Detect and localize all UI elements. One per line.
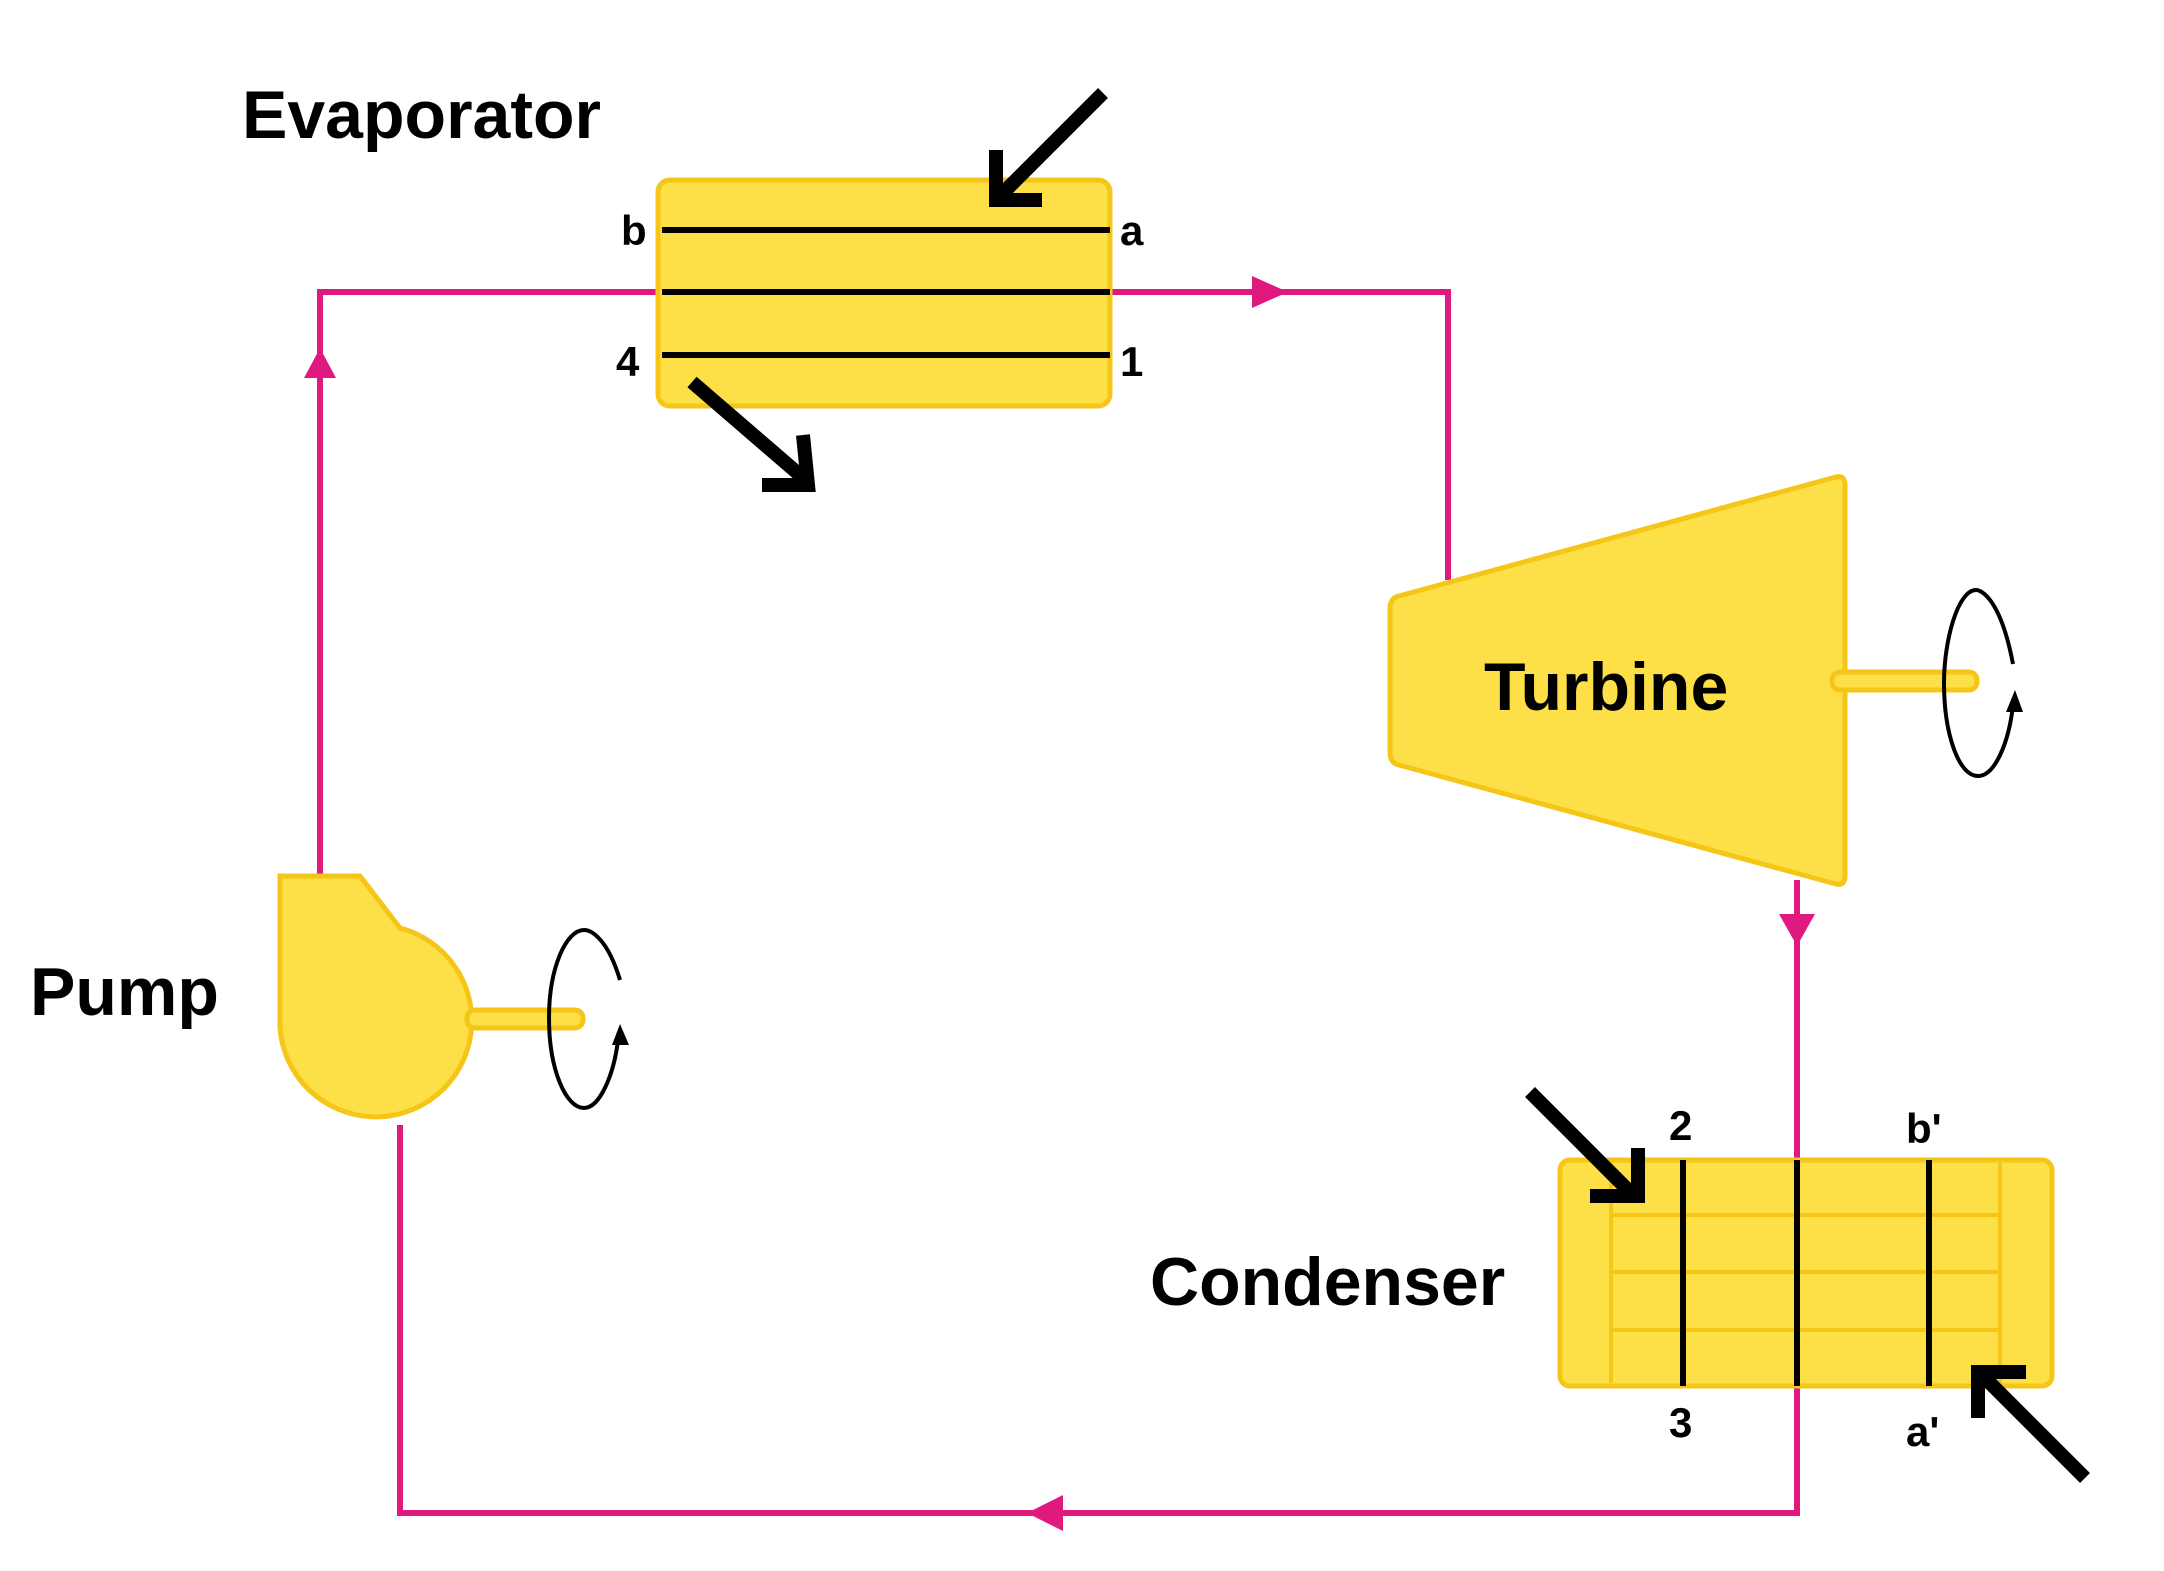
heat-in-arrow-icon: [989, 88, 1108, 207]
condenser: [1557, 1157, 2055, 1389]
state-point-a: a: [1120, 207, 1144, 254]
evaporator: [655, 177, 1113, 409]
state-point-3: 3: [1669, 1399, 1692, 1446]
state-point-2: 2: [1669, 1102, 1692, 1149]
pipe-evaporator-to-turbine: [1110, 289, 1451, 580]
pump-shaft: [464, 1007, 586, 1031]
pump-body: [277, 873, 475, 1120]
coolant-out-arrow-icon: [1971, 1365, 2090, 1483]
state-point-b-prime: b': [1906, 1105, 1942, 1152]
flow-arrow-right-icon: [1252, 276, 1288, 308]
state-point-a-prime: a': [1906, 1408, 1939, 1455]
flow-arrow-left-icon: [1027, 1495, 1063, 1531]
pump-rotation-icon: [546, 927, 629, 1111]
evaporator-label: Evaporator: [242, 77, 601, 153]
turbine-body: [1387, 474, 1848, 887]
condenser-label: Condenser: [1150, 1244, 1505, 1320]
turbine: [1387, 474, 2023, 887]
turbine-label: Turbine: [1484, 649, 1728, 725]
coolant-in-arrow-icon: [1525, 1087, 1645, 1203]
flow-arrow-up-icon: [304, 348, 336, 378]
pipe-condenser-to-pump: [397, 1125, 1800, 1516]
state-point-1: 1: [1120, 338, 1143, 385]
pipe-pump-to-evaporator: [317, 289, 658, 880]
state-point-b: b: [621, 207, 647, 254]
pump: [277, 873, 629, 1120]
pump-label: Pump: [30, 954, 219, 1030]
state-point-4: 4: [616, 338, 640, 385]
heat-out-arrow-icon: [687, 376, 816, 492]
turbine-shaft: [1829, 669, 1980, 693]
flow-arrow-down-icon: [1779, 914, 1815, 946]
turbine-rotation-icon: [1941, 587, 2023, 779]
